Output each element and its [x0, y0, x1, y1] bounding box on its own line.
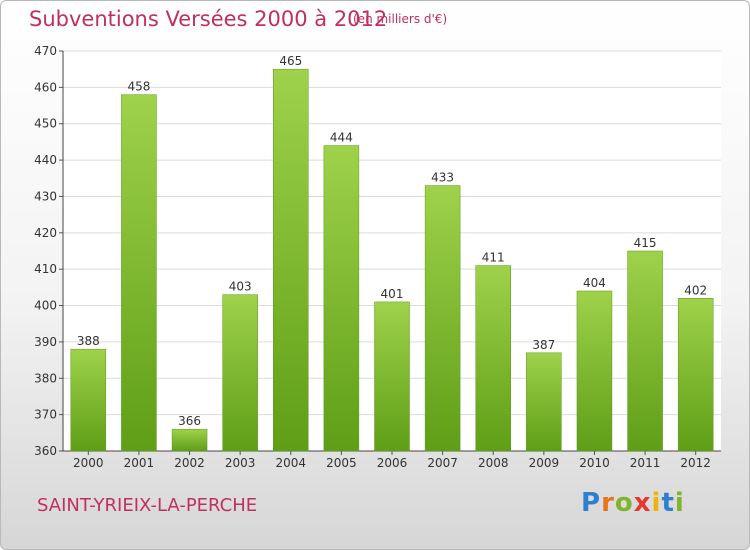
- x-tick-label: 2003: [225, 456, 256, 470]
- bar: [677, 298, 714, 452]
- bar: [576, 290, 613, 452]
- y-tick-label: 430: [34, 189, 57, 203]
- bar: [323, 145, 360, 452]
- y-tick-label: 400: [34, 299, 57, 313]
- logo-letter: o: [614, 488, 634, 518]
- data-label: 366: [178, 414, 201, 428]
- bar: [121, 94, 157, 452]
- bar: [526, 352, 562, 452]
- chart-subtitle: (en milliers d'€): [353, 12, 448, 26]
- bar: [222, 294, 258, 452]
- x-tick-label: 2000: [73, 456, 104, 470]
- data-label: 415: [634, 236, 657, 250]
- x-tick-label: 2008: [478, 456, 509, 470]
- bar: [171, 428, 208, 452]
- logo-letter: r: [601, 488, 615, 518]
- y-tick-label: 420: [34, 226, 57, 240]
- data-label: 444: [330, 131, 353, 145]
- x-tick-label: 2002: [174, 456, 205, 470]
- data-label: 403: [229, 280, 252, 294]
- data-label: 401: [381, 287, 404, 301]
- x-tick-label: 2011: [630, 456, 661, 470]
- data-label: 433: [431, 171, 454, 185]
- x-tick-label: 2012: [680, 456, 711, 470]
- data-label: 465: [279, 54, 302, 68]
- data-label: 388: [77, 334, 100, 348]
- chart-title: Subventions Versées 2000 à 2012: [29, 7, 388, 31]
- y-tick-label: 390: [34, 335, 57, 349]
- x-tick-label: 2004: [275, 456, 306, 470]
- y-tick-label: 460: [34, 80, 57, 94]
- bar: [374, 301, 410, 452]
- y-tick-label: 360: [34, 444, 57, 458]
- bar: [424, 185, 461, 452]
- logo-letter: t: [661, 488, 675, 518]
- logo-letter: i: [674, 488, 685, 518]
- x-tick-label: 2006: [377, 456, 408, 470]
- x-tick-label: 2001: [124, 456, 155, 470]
- x-tick-label: 2007: [427, 456, 458, 470]
- data-label: 387: [532, 338, 555, 352]
- y-tick-label: 450: [34, 117, 57, 131]
- bar: [627, 250, 663, 452]
- y-tick-label: 370: [34, 408, 57, 422]
- x-tick-label: 2005: [326, 456, 357, 470]
- data-label: 458: [127, 80, 150, 94]
- town-name: SAINT-YRIEIX-LA-PERCHE: [37, 495, 258, 516]
- bar: [273, 68, 309, 452]
- y-tick-label: 440: [34, 153, 57, 167]
- logo-letter: i: [651, 488, 662, 518]
- logo-letter: x: [633, 488, 652, 518]
- data-label: 404: [583, 276, 606, 290]
- bar: [475, 265, 511, 452]
- y-tick-label: 470: [34, 44, 57, 58]
- bar: [70, 348, 107, 452]
- data-label: 402: [684, 283, 707, 297]
- x-tick-label: 2009: [529, 456, 560, 470]
- x-tick-label: 2010: [579, 456, 610, 470]
- data-label: 411: [482, 251, 505, 265]
- y-tick-label: 410: [34, 262, 57, 276]
- y-tick-label: 380: [34, 371, 57, 385]
- logo-letter: P: [581, 488, 602, 518]
- proxiti-logo: Proxiti: [581, 488, 685, 518]
